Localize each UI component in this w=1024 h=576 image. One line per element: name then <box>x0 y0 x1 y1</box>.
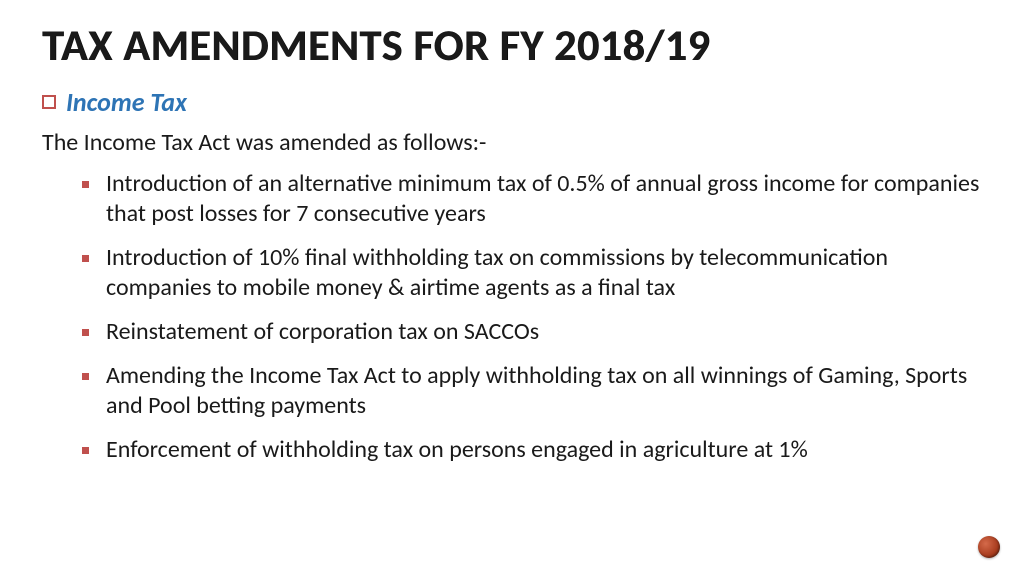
intro-text: The Income Tax Act was amended as follow… <box>42 128 982 157</box>
section-row: Income Tax <box>42 86 982 118</box>
list-item: Introduction of 10% final withholding ta… <box>82 243 982 303</box>
bullet-list: Introduction of an alternative minimum t… <box>42 169 982 465</box>
list-item: Reinstatement of corporation tax on SACC… <box>82 317 982 347</box>
slide-title: TAX AMENDMENTS FOR FY 2018/19 <box>42 18 982 72</box>
list-item: Enforcement of withholding tax on person… <box>82 435 982 465</box>
slide: TAX AMENDMENTS FOR FY 2018/19 Income Tax… <box>0 0 1024 576</box>
decorative-dot-icon <box>978 536 1000 558</box>
list-item: Introduction of an alternative minimum t… <box>82 169 982 229</box>
hollow-square-bullet-icon <box>42 95 56 109</box>
list-item: Amending the Income Tax Act to apply wit… <box>82 361 982 421</box>
section-heading: Income Tax <box>66 86 187 118</box>
